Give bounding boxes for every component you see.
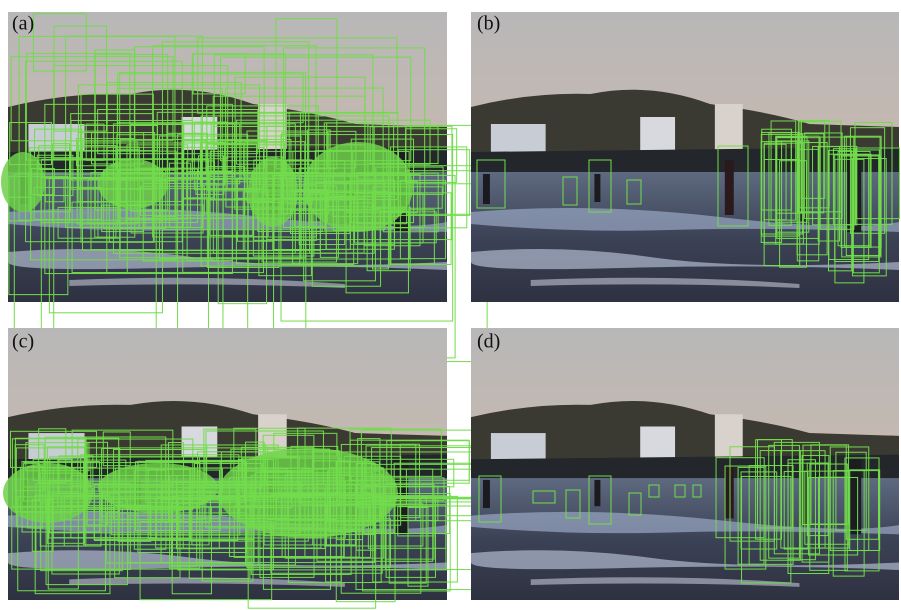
panel-label: (d)	[477, 331, 500, 353]
panel: (d)	[471, 328, 899, 600]
panel: (b)	[471, 12, 899, 302]
panel-label: (a)	[12, 13, 34, 35]
figure: (a) (b) (c) (d)	[0, 0, 901, 610]
panel-label: (b)	[477, 13, 500, 35]
panel: (a)	[1, 12, 487, 374]
page: (a) (b) (c) (d) (() => { const data = JS…	[0, 0, 901, 610]
panel-label: (c)	[12, 331, 34, 353]
panel: (c)	[3, 328, 494, 608]
